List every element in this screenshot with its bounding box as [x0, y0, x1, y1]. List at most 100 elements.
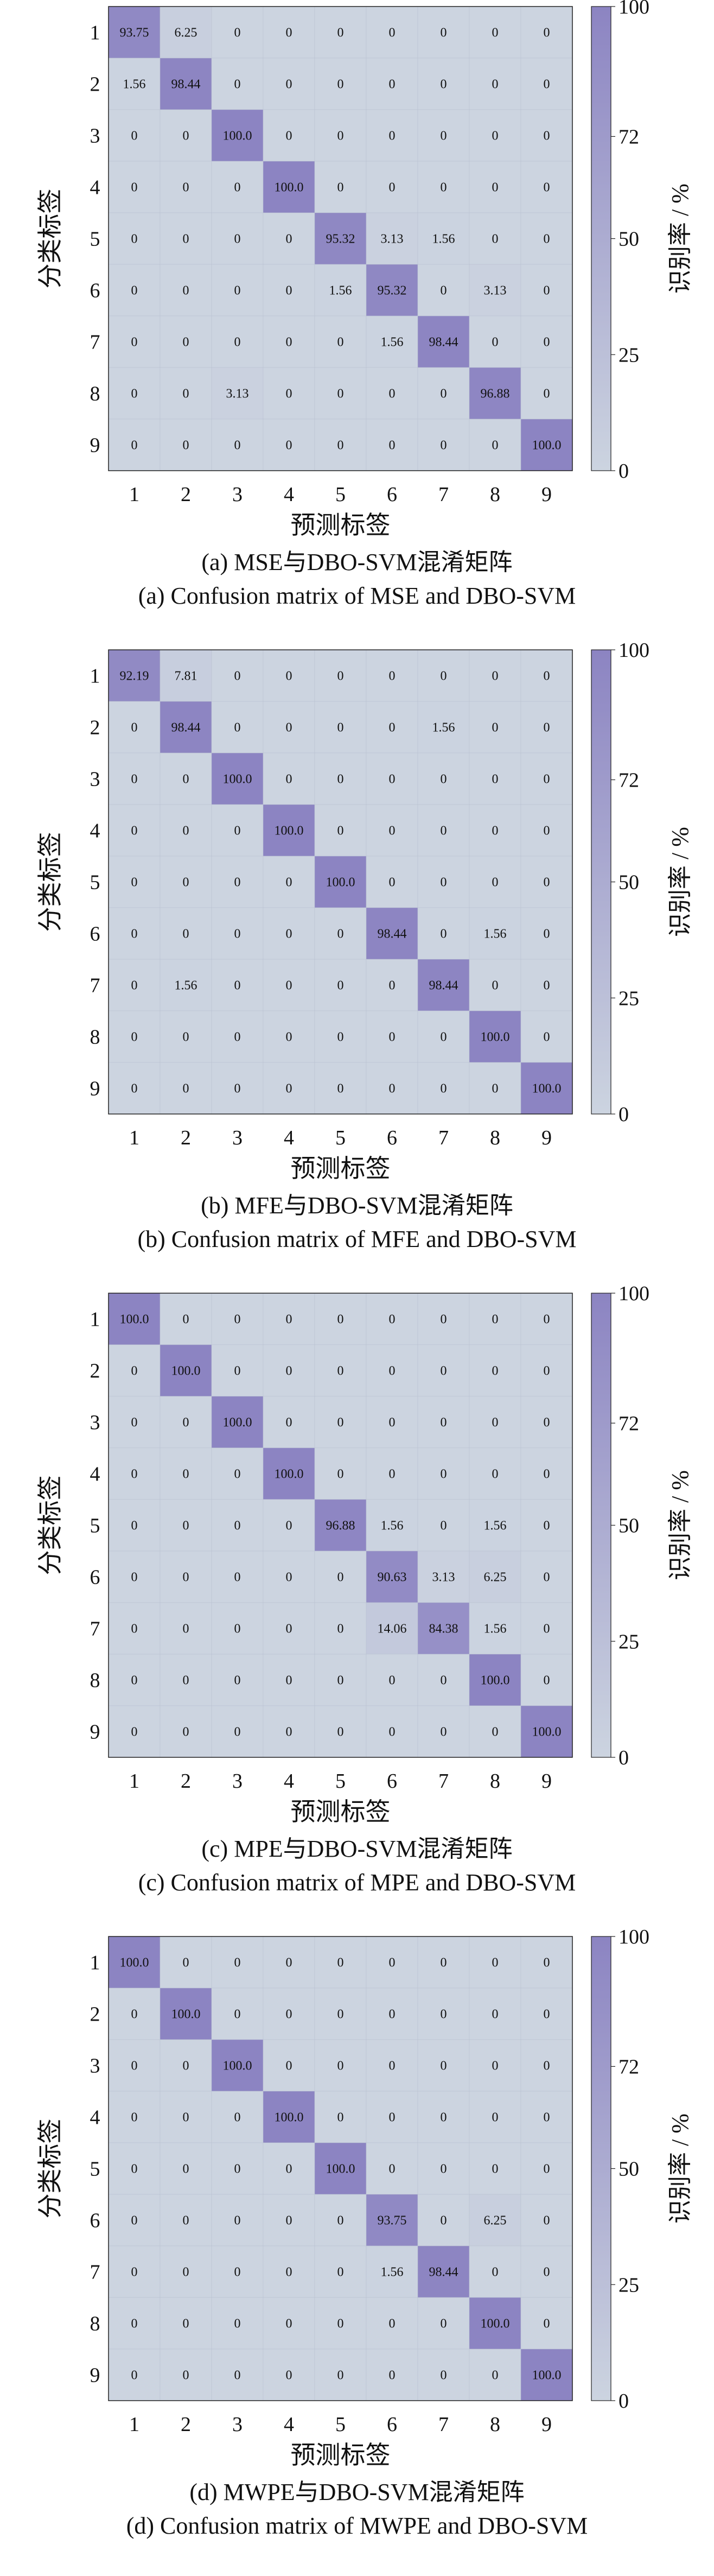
heatmap-cell-7-5	[314, 315, 367, 368]
cell-value-label: 0	[183, 2369, 189, 2383]
cell-value-label: 0	[337, 2265, 344, 2280]
cell-value-label: 0	[183, 2265, 189, 2280]
y-tick-label: 8	[90, 2313, 100, 2336]
heatmap-cell-8-3	[211, 367, 264, 420]
cell-value-label: 0	[441, 1416, 447, 1430]
heatmap-cell-2-7	[417, 58, 470, 110]
heatmap-cell-7-2	[160, 959, 212, 1011]
heatmap-cell-5-7	[417, 212, 470, 265]
cell-value-label: 0	[183, 1519, 189, 1533]
cell-value-label: 0	[544, 1313, 550, 1327]
cell-value-label: 100.0	[532, 1082, 562, 1096]
heatmap-cell-7-5	[314, 959, 367, 1011]
heatmap-cell-7-4	[263, 2245, 315, 2298]
cell-value-label: 0	[441, 2111, 447, 2125]
heatmap-cell-3-2	[160, 109, 212, 162]
heatmap-cell-1-1	[108, 1293, 161, 1345]
cell-value-label: 0	[441, 1674, 447, 1688]
cell-value-label: 0	[337, 181, 344, 195]
heatmap-cell-2-4	[263, 58, 315, 110]
cell-value-label: 0	[389, 669, 396, 683]
cell-value-label: 0	[441, 1364, 447, 1378]
y-tick-label: 5	[90, 1515, 100, 1537]
colorbar	[591, 1293, 611, 1758]
y-tick-label: 2	[90, 2003, 100, 2026]
heatmap-cell-7-9	[520, 2245, 573, 2298]
heatmap-cell-9-8	[469, 2349, 521, 2401]
cell-value-label: 0	[492, 2265, 499, 2280]
x-tick-label: 1	[129, 2413, 139, 2436]
x-tick-label: 4	[284, 483, 294, 506]
cell-value-label: 0	[286, 773, 292, 787]
heatmap-cell-3-3	[211, 109, 264, 162]
x-tick-label: 5	[335, 2413, 346, 2436]
cell-value-label: 0	[492, 232, 499, 246]
cell-value-label: 0	[286, 876, 292, 890]
colorbar-tick-label: 100	[619, 0, 649, 18]
heatmap-cell-2-4	[263, 701, 315, 754]
x-tick-label: 8	[490, 2413, 500, 2436]
cell-value-label: 0	[286, 1725, 292, 1739]
colorbar-tick-label: 100	[619, 639, 649, 662]
cell-value-label: 0	[389, 181, 396, 195]
x-tick-label: 5	[335, 1126, 346, 1149]
heatmap-cell-7-6	[366, 1602, 418, 1655]
cell-value-label: 0	[441, 1082, 447, 1096]
cell-value-label: 0	[492, 26, 499, 40]
heatmap-cell-5-6	[366, 212, 418, 265]
heatmap-cell-8-3	[211, 1010, 264, 1063]
cell-value-label: 0	[183, 1030, 189, 1045]
heatmap-cell-9-5	[314, 1705, 367, 1758]
cell-value-label: 0	[492, 1467, 499, 1482]
heatmap-cell-9-6	[366, 419, 418, 471]
cell-value-label: 0	[337, 773, 344, 787]
cell-value-label: 0	[544, 387, 550, 401]
heatmap-cell-4-9	[520, 2091, 573, 2143]
cell-value-label: 0	[234, 2317, 241, 2331]
cell-value-label: 0	[544, 78, 550, 92]
heatmap-cell-7-9	[520, 959, 573, 1011]
heatmap-cell-9-5	[314, 2349, 367, 2401]
heatmap-cell-8-1	[108, 1010, 161, 1063]
y-tick-label: 9	[90, 1721, 100, 1744]
cell-value-label: 0	[183, 824, 189, 838]
heatmap-cell-7-8	[469, 1602, 521, 1655]
heatmap-cell-7-8	[469, 315, 521, 368]
cell-value-label: 0	[234, 1519, 241, 1533]
heatmap-cell-1-9	[520, 1936, 573, 1989]
heatmap-cell-5-3	[211, 856, 264, 908]
heatmap-cell-8-2	[160, 367, 212, 420]
heatmap-cell-6-5	[314, 2194, 367, 2246]
cell-value-label: 0	[131, 2369, 138, 2383]
colorbar-tick-label: 0	[619, 460, 629, 483]
heatmap-cell-6-6	[366, 264, 418, 317]
heatmap-cell-2-1	[108, 701, 161, 754]
heatmap-cell-5-7	[417, 2142, 470, 2195]
cell-value-label: 0	[441, 2008, 447, 2022]
heatmap-cell-5-2	[160, 212, 212, 265]
heatmap-cell-8-9	[520, 2297, 573, 2350]
heatmap-cell-9-8	[469, 419, 521, 471]
heatmap-cell-9-2	[160, 1062, 212, 1115]
cell-value-label: 0	[183, 284, 189, 298]
heatmap-cell-7-8	[469, 2245, 521, 2298]
cell-value-label: 0	[389, 1082, 396, 1096]
cell-value-label: 0	[544, 2265, 550, 2280]
cell-value-label: 0	[286, 2059, 292, 2073]
x-tick-label: 7	[438, 483, 449, 506]
cell-value-label: 98.44	[171, 78, 201, 92]
y-tick-label: 1	[90, 22, 100, 45]
cell-value-label: 0	[131, 2265, 138, 2280]
heatmap-cell-2-1	[108, 1988, 161, 2040]
heatmap-cell-6-6	[366, 907, 418, 960]
cell-value-label: 0	[544, 181, 550, 195]
cell-value-label: 0	[492, 129, 499, 143]
y-tick-label: 5	[90, 228, 100, 251]
heatmap-cell-5-5	[314, 1499, 367, 1552]
cell-value-label: 0	[286, 2265, 292, 2280]
heatmap-cell-4-2	[160, 804, 212, 857]
heatmap-cell-7-2	[160, 1602, 212, 1655]
cell-value-label: 0	[286, 387, 292, 401]
cell-value-label: 0	[492, 1725, 499, 1739]
heatmap-cell-2-6	[366, 58, 418, 110]
